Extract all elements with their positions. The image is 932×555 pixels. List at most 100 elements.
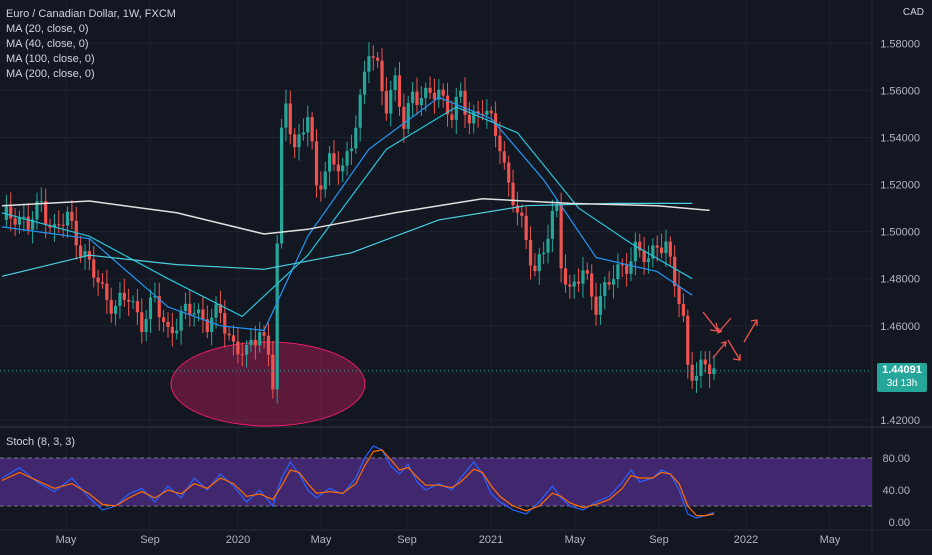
candle-body bbox=[708, 364, 712, 375]
candle-body bbox=[284, 103, 288, 128]
candle-body bbox=[681, 304, 686, 316]
y-tick-label: 1.56000 bbox=[880, 85, 920, 97]
candle-body bbox=[445, 95, 450, 115]
candle-body bbox=[328, 153, 332, 172]
ma200-legend[interactable]: MA (200, close, 0) bbox=[6, 68, 95, 80]
candle-body bbox=[699, 359, 703, 376]
currency-label: CAD bbox=[902, 7, 924, 18]
x-tick-label: May bbox=[565, 534, 586, 546]
candle-body bbox=[537, 254, 541, 272]
stoch-tick-label: 0.00 bbox=[889, 517, 910, 529]
projection-arrow bbox=[727, 339, 741, 361]
candle-body bbox=[122, 292, 126, 300]
x-tick-label: 2022 bbox=[734, 534, 758, 546]
candle-body bbox=[555, 204, 559, 211]
candle-body bbox=[271, 354, 275, 390]
candle-body bbox=[301, 132, 305, 135]
ma100-legend[interactable]: MA (100, close, 0) bbox=[6, 53, 95, 65]
candle-body bbox=[323, 171, 327, 190]
candle-body bbox=[65, 211, 70, 226]
candle-body bbox=[52, 224, 57, 228]
candle-body bbox=[144, 319, 148, 333]
candle-body bbox=[367, 56, 371, 72]
candle-body bbox=[35, 201, 39, 220]
candle-body bbox=[459, 90, 463, 97]
ma20-legend[interactable]: MA (20, close, 0) bbox=[6, 23, 89, 35]
symbol-title[interactable]: Euro / Canadian Dollar, 1W, FXCM bbox=[6, 8, 176, 20]
candle-body bbox=[489, 110, 493, 114]
candle-body bbox=[279, 127, 284, 244]
candle-body bbox=[341, 165, 345, 172]
candle-body bbox=[96, 277, 100, 283]
bar-countdown: 3d 13h bbox=[886, 378, 918, 389]
ma20-line bbox=[1, 96, 693, 332]
x-tick-label: May bbox=[56, 534, 77, 546]
candle-body bbox=[563, 268, 568, 285]
candle-body bbox=[424, 87, 428, 98]
candle-body bbox=[362, 71, 367, 95]
candle-body bbox=[550, 210, 554, 239]
x-tick-label: Sep bbox=[649, 534, 669, 546]
candle-body bbox=[30, 219, 35, 230]
candle-body bbox=[223, 312, 227, 334]
candle-body bbox=[703, 359, 707, 365]
candle-body bbox=[26, 216, 30, 230]
candle-body bbox=[249, 339, 253, 346]
ma40-legend[interactable]: MA (40, close, 0) bbox=[6, 38, 89, 50]
candle-body bbox=[245, 345, 249, 355]
stoch-d-line bbox=[1, 449, 715, 517]
candle-body bbox=[345, 151, 349, 166]
candle-body bbox=[572, 281, 576, 287]
candle-body bbox=[502, 151, 506, 163]
x-tick-label: May bbox=[820, 534, 841, 546]
candle-body bbox=[57, 224, 61, 226]
y-tick-label: 1.48000 bbox=[880, 274, 920, 286]
candle-body bbox=[476, 111, 480, 114]
candle-body bbox=[611, 279, 616, 285]
y-tick-label: 1.58000 bbox=[880, 38, 920, 50]
candle-body bbox=[293, 134, 297, 148]
candle-body bbox=[349, 148, 354, 152]
candle-body bbox=[677, 286, 681, 305]
candle-body bbox=[686, 315, 690, 365]
candle-body bbox=[236, 341, 240, 355]
candle-body bbox=[44, 201, 48, 226]
candle-body bbox=[157, 295, 161, 318]
stoch-k-line bbox=[1, 445, 715, 519]
candle-body bbox=[231, 335, 236, 342]
candle-body bbox=[183, 303, 188, 311]
candle-body bbox=[384, 91, 388, 114]
candle-body bbox=[415, 91, 419, 106]
candle-body bbox=[297, 134, 301, 148]
y-tick-label: 1.42000 bbox=[880, 415, 920, 427]
candle-body bbox=[507, 162, 511, 183]
candle-body bbox=[354, 127, 358, 149]
candle-body bbox=[655, 245, 659, 248]
ma200-line bbox=[1, 197, 710, 235]
candle-body bbox=[306, 117, 310, 133]
candle-body bbox=[131, 301, 135, 303]
candle-body bbox=[664, 241, 668, 254]
candle-body bbox=[314, 141, 319, 186]
candle-body bbox=[336, 164, 340, 172]
candle-body bbox=[450, 114, 454, 120]
stoch-legend[interactable]: Stoch (8, 3, 3) bbox=[6, 436, 76, 448]
projection-arrow bbox=[717, 317, 732, 335]
candle-body bbox=[515, 205, 520, 213]
candle-body bbox=[590, 273, 594, 297]
candle-body bbox=[585, 270, 589, 274]
candle-body bbox=[603, 282, 607, 296]
candle-body bbox=[559, 204, 563, 269]
candle-body bbox=[576, 281, 581, 284]
candle-body bbox=[406, 103, 410, 129]
candle-body bbox=[533, 265, 537, 272]
candle-body bbox=[266, 335, 271, 355]
candle-body bbox=[4, 206, 8, 220]
x-tick-label: Sep bbox=[140, 534, 160, 546]
candle-body bbox=[188, 303, 192, 315]
last-price: 1.44091 bbox=[882, 364, 922, 376]
candle-body bbox=[227, 333, 231, 336]
candle-body bbox=[690, 364, 694, 381]
